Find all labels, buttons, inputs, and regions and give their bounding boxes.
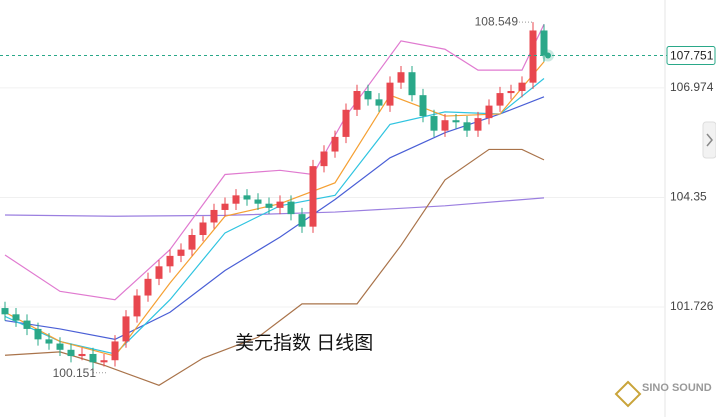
indicator-line bbox=[4, 96, 545, 340]
candle-body bbox=[353, 90, 361, 110]
watermark: SINO SOUND bbox=[642, 382, 712, 394]
candle-body bbox=[166, 255, 174, 267]
candle-body bbox=[122, 316, 130, 342]
plot bbox=[0, 22, 665, 386]
candle-body bbox=[67, 349, 75, 357]
candle-body bbox=[441, 120, 449, 131]
candle-body bbox=[45, 339, 53, 344]
high-label: 108.549 bbox=[475, 14, 519, 28]
price-tag bbox=[666, 45, 716, 65]
candle-body bbox=[133, 295, 141, 317]
y-tick-label: 101.726 bbox=[670, 299, 714, 313]
candle-body bbox=[364, 90, 372, 100]
candle-body bbox=[496, 93, 504, 106]
candle-body bbox=[419, 95, 427, 117]
candle-body bbox=[254, 199, 262, 204]
candle-body bbox=[144, 278, 152, 296]
candle-body bbox=[188, 235, 196, 250]
candle-body bbox=[408, 72, 416, 96]
candle-body bbox=[529, 30, 537, 83]
price-dot bbox=[545, 52, 551, 59]
candle-body bbox=[23, 320, 31, 329]
candle-body bbox=[221, 203, 229, 210]
candle-body bbox=[430, 116, 438, 131]
candle-body bbox=[331, 136, 339, 152]
candle-body bbox=[276, 201, 284, 208]
candle-body bbox=[474, 118, 482, 131]
y-tick-label: 104.35 bbox=[670, 190, 707, 204]
low-label: 100.151 bbox=[53, 366, 97, 380]
candle-body bbox=[463, 122, 471, 131]
candle-body bbox=[111, 341, 119, 361]
candle-body bbox=[210, 209, 218, 223]
y-tick-label: 106.974 bbox=[670, 80, 714, 94]
candle-body bbox=[375, 99, 383, 106]
candle-body bbox=[540, 30, 548, 56]
candle-body bbox=[56, 343, 64, 350]
candle-body bbox=[452, 120, 460, 123]
price-label: 107.751 bbox=[670, 49, 714, 63]
scroll-button[interactable] bbox=[702, 121, 716, 159]
candle-body bbox=[485, 105, 493, 119]
candle-body bbox=[34, 328, 42, 340]
candle-body bbox=[177, 249, 185, 256]
candle-body bbox=[342, 109, 350, 137]
candle-body bbox=[232, 195, 240, 204]
candle-body bbox=[397, 72, 405, 83]
candle-body bbox=[298, 214, 306, 227]
chart-annotation: 美元指数 日线图 bbox=[235, 332, 373, 354]
candle-body bbox=[243, 195, 251, 200]
candle-body bbox=[265, 203, 273, 208]
candle-body bbox=[518, 82, 526, 91]
scroll-arrow bbox=[706, 133, 713, 147]
candle-body bbox=[78, 353, 86, 357]
candle-body bbox=[287, 201, 295, 215]
candle-body bbox=[12, 314, 20, 321]
candle-body bbox=[386, 82, 394, 106]
candle-body bbox=[100, 360, 108, 363]
candle-body bbox=[320, 151, 328, 167]
candle-body bbox=[89, 353, 97, 363]
watermark-logo: SINO SOUND bbox=[614, 380, 712, 408]
candle-body bbox=[155, 266, 163, 279]
candle-body bbox=[1, 308, 9, 315]
candle-body bbox=[309, 166, 317, 227]
candle-body bbox=[199, 222, 207, 236]
candle-body bbox=[507, 90, 515, 94]
